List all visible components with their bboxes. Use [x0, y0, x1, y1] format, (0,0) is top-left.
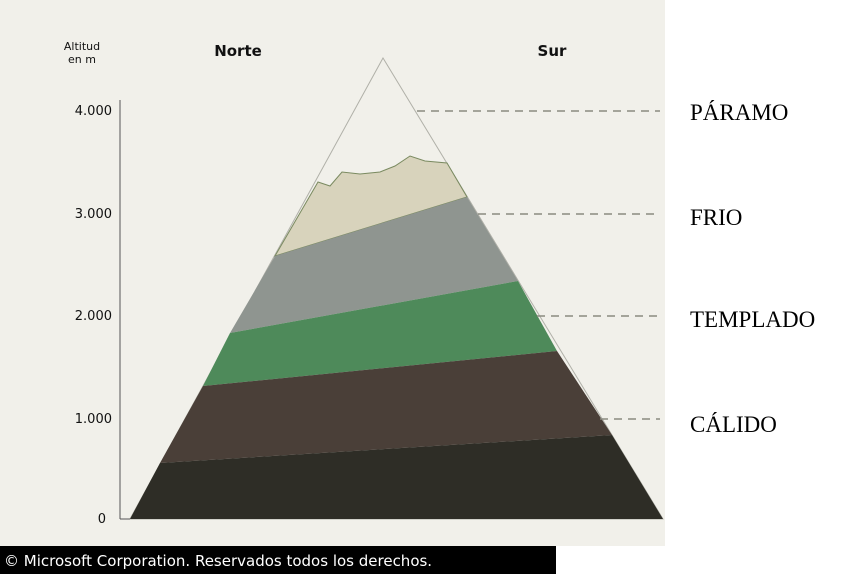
side-label: Sur — [538, 42, 567, 60]
zone-label: CÁLIDO — [690, 412, 777, 437]
copyright: © Microsoft Corporation. Reservados todo… — [4, 552, 432, 570]
tick-label: 3.000 — [75, 207, 112, 222]
tick-label: 2.000 — [75, 309, 112, 324]
tick-label: 4.000 — [75, 104, 112, 119]
tick-label: 0 — [98, 512, 106, 527]
diagram: Altitud en m 4.000 3.000 2.000 1.000 0 N… — [0, 0, 853, 574]
axis-label: Altitud — [64, 40, 100, 53]
tick-label: 1.000 — [75, 412, 112, 427]
side-label: Norte — [214, 42, 262, 60]
zone-label: TEMPLADO — [690, 307, 815, 332]
axis-label: en m — [68, 53, 96, 66]
zone-label: PÁRAMO — [690, 100, 788, 125]
zone-label: FRIO — [690, 205, 742, 230]
